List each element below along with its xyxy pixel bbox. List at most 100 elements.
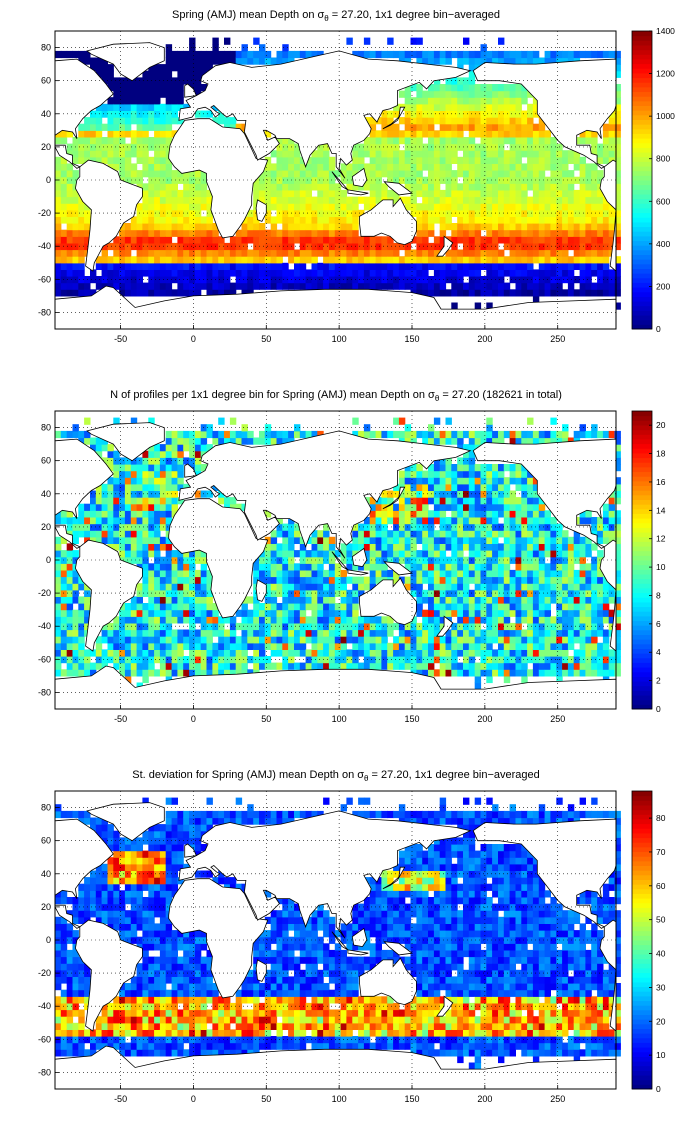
data-cell — [486, 483, 493, 491]
data-cell — [410, 576, 417, 584]
data-cell — [428, 483, 435, 491]
data-cell — [463, 163, 470, 171]
data-cell — [492, 216, 499, 224]
data-cell — [136, 249, 143, 257]
data-cell — [107, 130, 114, 138]
data-cell — [369, 536, 377, 544]
data-cell — [544, 609, 551, 617]
data-cell — [567, 576, 575, 584]
data-cell — [78, 642, 85, 650]
data-cell — [457, 477, 464, 485]
data-cell — [550, 569, 557, 578]
data-cell — [486, 97, 493, 105]
data-cell — [270, 589, 278, 597]
data-cell — [416, 430, 423, 439]
data-cell — [340, 189, 347, 198]
data-cell — [486, 289, 493, 297]
data-cell — [451, 437, 458, 445]
data-cell — [311, 656, 318, 664]
data-cell — [358, 236, 365, 244]
data-cell — [171, 203, 178, 211]
data-cell — [579, 656, 586, 664]
data-cell — [544, 569, 551, 578]
data-cell — [206, 236, 213, 244]
data-cell — [387, 642, 394, 650]
data-cell — [480, 256, 487, 264]
data-cell — [614, 543, 621, 551]
data-cell — [60, 137, 68, 145]
data-cell — [480, 170, 487, 178]
data-cell — [247, 57, 254, 65]
data-cell — [597, 196, 604, 204]
data-cell — [90, 156, 97, 164]
data-cell — [148, 477, 155, 485]
data-cell — [154, 183, 161, 191]
data-cell — [206, 209, 213, 217]
data-cell — [311, 216, 318, 224]
data-cell — [579, 543, 586, 551]
data-cell — [591, 282, 598, 290]
data-cell — [562, 170, 569, 178]
data-cell — [317, 556, 324, 564]
data-cell — [550, 530, 557, 538]
colorbar-stripe — [632, 114, 652, 120]
data-cell — [550, 50, 557, 59]
data-cell — [171, 642, 178, 650]
data-cell — [299, 282, 307, 290]
data-cell — [130, 97, 138, 105]
data-cell — [527, 143, 534, 151]
data-cell — [375, 530, 382, 538]
data-cell — [398, 536, 406, 544]
data-cell — [614, 583, 621, 591]
data-cell — [538, 642, 546, 650]
data-cell — [532, 477, 540, 485]
data-cell — [562, 223, 569, 231]
data-cell — [532, 50, 540, 59]
data-cell — [235, 649, 243, 657]
data-cell — [90, 503, 97, 511]
data-cell — [107, 464, 114, 472]
data-cell — [416, 282, 423, 290]
data-cell — [498, 189, 505, 198]
data-cell — [498, 483, 505, 491]
data-cell — [457, 583, 464, 591]
data-cell — [328, 163, 336, 171]
data-cell — [387, 143, 394, 151]
data-cell — [259, 609, 266, 617]
data-cell — [270, 176, 278, 184]
data-cell — [416, 183, 423, 191]
data-cell — [154, 616, 161, 624]
data-cell — [66, 163, 74, 171]
data-cell — [509, 437, 516, 445]
data-cell — [579, 269, 586, 277]
data-cell — [544, 163, 551, 171]
data-cell — [375, 510, 382, 518]
colorbar-tick-label: 1200 — [656, 69, 675, 79]
data-cell — [183, 596, 190, 604]
data-cell — [579, 236, 586, 244]
data-cell — [282, 622, 289, 631]
data-cell — [480, 616, 487, 624]
data-cell — [521, 163, 528, 171]
data-cell — [346, 203, 353, 211]
landmass — [382, 106, 406, 130]
data-cell — [218, 262, 225, 270]
data-cell — [328, 203, 336, 211]
data-cell — [189, 70, 196, 78]
data-cell — [509, 649, 516, 657]
data-cell — [515, 249, 522, 257]
data-cell — [270, 223, 278, 231]
data-cell — [369, 276, 377, 284]
data-cell — [579, 636, 586, 644]
data-cell — [130, 517, 138, 525]
data-cell — [159, 70, 167, 78]
data-cell — [515, 616, 522, 624]
data-cell — [66, 642, 74, 650]
data-cell — [503, 282, 511, 290]
data-cell — [474, 675, 482, 684]
data-cell — [136, 470, 143, 478]
data-cell — [171, 196, 178, 204]
data-cell — [562, 183, 569, 191]
data-cell — [398, 662, 406, 670]
data-cell — [241, 603, 248, 611]
